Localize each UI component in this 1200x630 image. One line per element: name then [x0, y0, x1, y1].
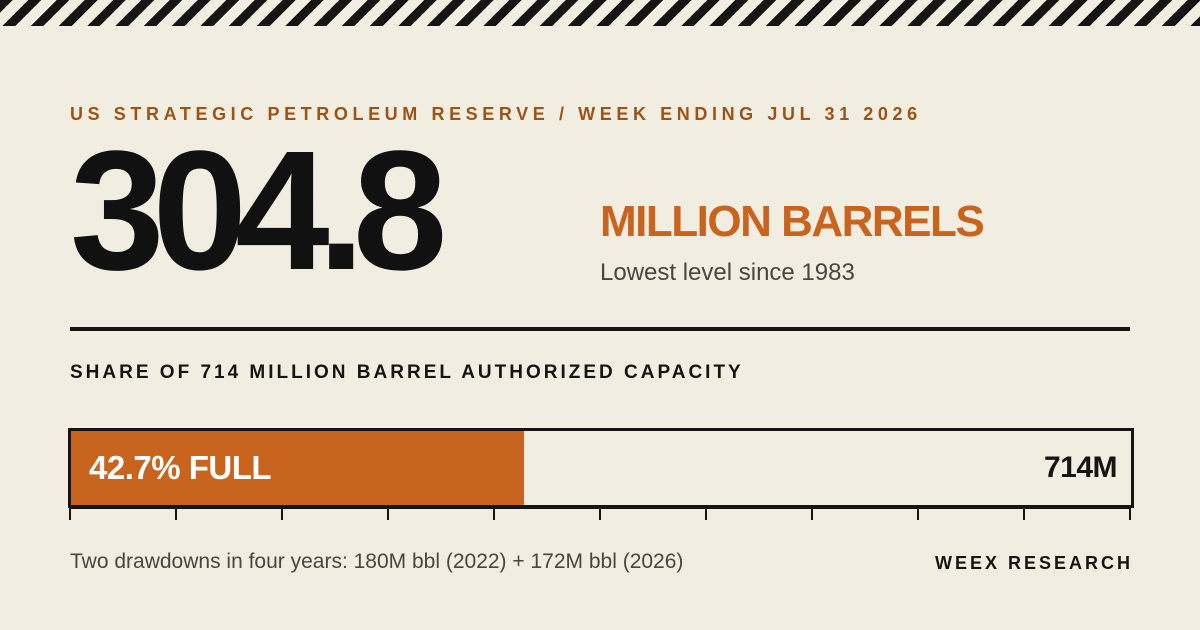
capacity-progress-fill [71, 431, 524, 505]
headline-subtitle: Lowest level since 1983 [600, 259, 855, 286]
scale-tick [69, 507, 71, 520]
capacity-progress-bar: 42.7% FULL 714M [68, 428, 1134, 508]
capacity-total-label: 714M [1043, 451, 1118, 484]
hazard-stripe-band [0, 0, 1200, 26]
capacity-section-title: SHARE OF 714 MILLION BARREL AUTHORIZED C… [70, 362, 744, 383]
scale-tick [387, 507, 389, 520]
scale-tick [1129, 507, 1131, 520]
scale-tick [281, 507, 283, 520]
capacity-fill-label: 42.7% FULL [89, 449, 272, 486]
eyebrow-title: US STRATEGIC PETROLEUM RESERVE / WEEK EN… [70, 104, 922, 124]
scale-tick [917, 507, 919, 520]
capacity-scale-ticks [69, 507, 1131, 520]
divider-rule [70, 327, 1130, 331]
drawdown-footnote: Two drawdowns in four years: 180M bbl (2… [70, 550, 684, 573]
scale-tick [175, 507, 177, 520]
scale-tick [493, 507, 495, 520]
scale-tick [705, 507, 707, 520]
scale-tick [599, 507, 601, 520]
scale-tick [811, 507, 813, 520]
headline-value: 304.8 [70, 116, 447, 306]
headline-unit: MILLION BARRELS [600, 197, 985, 246]
scale-tick [1023, 507, 1025, 520]
brand-label: WEEX RESEARCH [934, 553, 1133, 573]
